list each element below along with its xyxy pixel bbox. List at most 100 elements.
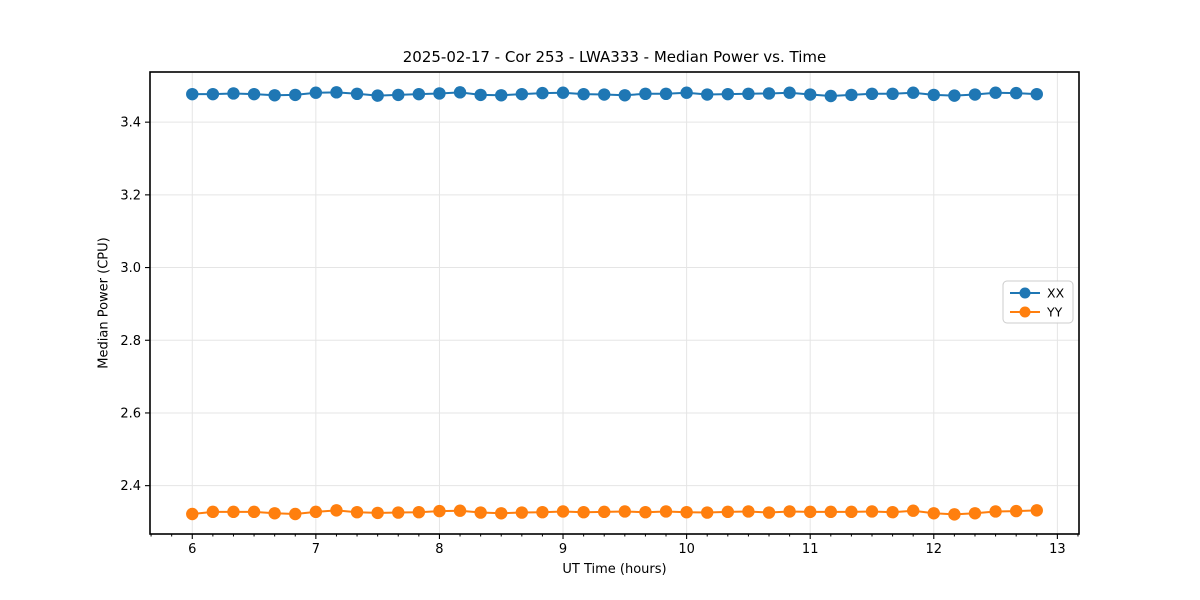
plot-border: [149, 71, 1080, 535]
series-YY-point: [721, 505, 735, 519]
series-XX-point: [927, 88, 940, 102]
series-YY-point: [268, 507, 281, 520]
y-tick-label: 3.0: [120, 261, 141, 276]
series-XX-point: [309, 86, 323, 99]
legend-label-XX: XX: [1047, 285, 1065, 300]
series-XX-point: [495, 89, 508, 102]
series-XX-point: [948, 89, 961, 102]
series-YY-point: [927, 507, 940, 520]
y-tick-label: 2.4: [120, 479, 141, 494]
series-YY-point: [845, 505, 858, 519]
series-XX-point: [536, 86, 549, 100]
series-YY-point: [598, 505, 611, 519]
series-XX-point: [433, 87, 446, 100]
series-XX-point: [886, 87, 899, 101]
series-YY-point: [474, 506, 487, 519]
series-XX-point: [680, 86, 693, 99]
series-XX-point: [206, 87, 220, 101]
series-YY-point: [948, 508, 961, 521]
series-YY-point: [968, 507, 982, 520]
series-XX-point: [845, 88, 858, 102]
series-YY-point: [515, 506, 529, 519]
series-YY-point: [906, 504, 920, 517]
series-XX-point: [577, 87, 590, 101]
series-XX-point: [268, 89, 281, 102]
series-XX-point: [659, 87, 673, 101]
x-tick-label: 13: [1049, 542, 1066, 557]
x-tick-label: 6: [188, 542, 196, 557]
x-tick-label: 11: [802, 542, 819, 557]
series-XX-point: [247, 87, 261, 101]
series-XX-point: [289, 88, 302, 102]
series-YY-point: [186, 507, 199, 521]
series-XX-point: [412, 87, 426, 101]
series-XX-point: [968, 88, 982, 101]
series-XX-point: [701, 88, 714, 101]
series-XX-point: [392, 88, 405, 102]
series-XX-point: [865, 87, 879, 101]
series-YY-point: [371, 506, 384, 520]
series-YY-point: [206, 505, 220, 519]
series-YY-point: [309, 505, 323, 519]
series-YY-point: [536, 505, 549, 519]
series-YY-point: [989, 505, 1002, 518]
series-YY-point: [556, 505, 570, 518]
series-YY-point: [742, 505, 755, 518]
series-YY-point: [453, 504, 467, 517]
series-XX-point: [556, 86, 570, 99]
series-XX-point: [598, 88, 611, 101]
series-YY-point: [824, 505, 838, 519]
series-YY-point: [865, 505, 879, 518]
series-YY-point: [618, 505, 632, 518]
series-YY-point: [392, 506, 405, 519]
series-XX-point: [639, 87, 652, 101]
x-tick-label: 10: [678, 542, 695, 557]
series-YY-point: [886, 505, 899, 519]
legend-marker-XX: [1019, 287, 1031, 299]
series-YY-point: [412, 505, 426, 519]
series-XX-point: [906, 86, 920, 99]
series-YY-point: [289, 507, 302, 521]
chart-title: 2025-02-17 - Cor 253 - LWA333 - Median P…: [402, 48, 827, 66]
x-axis-label: UT Time (hours): [562, 562, 667, 577]
series-XX-point: [1030, 87, 1043, 101]
series-XX-point: [515, 87, 529, 101]
x-tick-label: 9: [559, 542, 567, 557]
x-tick-label: 12: [926, 542, 943, 557]
legend-label-YY: YY: [1046, 304, 1063, 319]
series-XX-point: [186, 87, 199, 101]
series-YY-point: [1030, 504, 1043, 517]
legend-marker-YY: [1019, 306, 1031, 318]
series-YY-point: [762, 506, 776, 519]
series-XX-point: [762, 87, 776, 100]
y-tick-label: 2.8: [120, 334, 141, 349]
series-XX-point: [824, 89, 838, 103]
y-tick-label: 3.4: [120, 116, 141, 131]
y-tick-label: 2.6: [120, 407, 141, 422]
y-tick-label: 3.2: [120, 188, 141, 203]
series-XX-point: [227, 87, 240, 100]
series-YY-point: [701, 506, 714, 519]
series-YY-point: [639, 505, 652, 519]
series-XX-point: [618, 89, 632, 102]
series-YY-point: [247, 505, 261, 519]
series-YY-point: [495, 507, 508, 520]
series-XX-point: [330, 86, 343, 99]
series-XX-point: [474, 88, 487, 102]
x-tick-label: 8: [435, 542, 443, 557]
series-YY-point: [659, 505, 673, 518]
series-XX-point: [1009, 86, 1023, 100]
series-YY-point: [577, 505, 590, 519]
series-XX-point: [453, 86, 467, 99]
series-XX-point: [742, 87, 755, 101]
series-XX-point: [350, 87, 364, 101]
series-YY-point: [227, 505, 240, 519]
series-XX-point: [989, 86, 1002, 99]
series-YY-point: [330, 504, 343, 517]
series-YY-point: [433, 504, 446, 518]
series-YY-point: [350, 505, 364, 519]
series-YY-point: [783, 505, 796, 518]
series-XX-point: [803, 88, 817, 101]
